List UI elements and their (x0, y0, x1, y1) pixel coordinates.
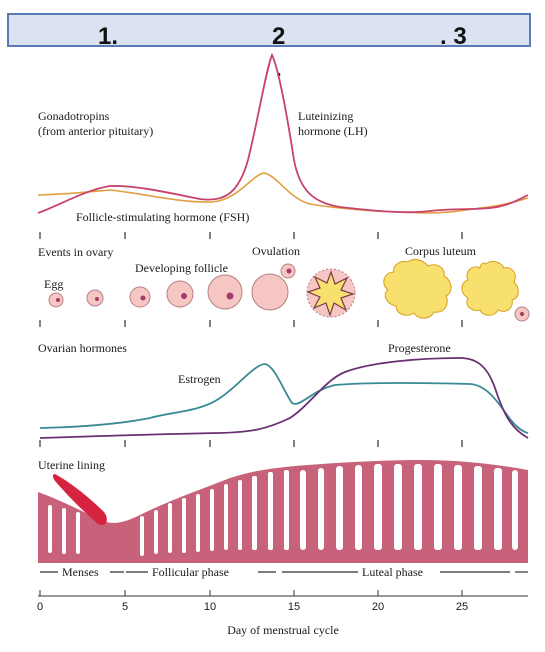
follicle-6-ovulating (251, 263, 296, 311)
lh-curve (37, 52, 529, 214)
phase-luteal: Luteal phase (362, 565, 423, 579)
axis-title: Day of menstrual cycle (227, 623, 339, 637)
day-axis-ticks (39, 590, 463, 596)
gonadotropins-title: Gonadotropins (38, 109, 110, 123)
estrogen-curve (39, 363, 529, 434)
phase-luteal-bg (358, 566, 440, 578)
phase-follicular: Follicular phase (152, 565, 229, 579)
phase-follicular-bg (148, 566, 258, 578)
marker-1: 1. (98, 23, 118, 50)
gonadotropins-subtitle: (from anterior pituitary) (38, 124, 153, 138)
panel3-ticks (39, 440, 463, 447)
marker-2: 2 (272, 23, 285, 50)
progesterone-label: Progesterone (388, 341, 451, 355)
corpus-luteum-label: Corpus luteum (405, 244, 477, 258)
tick-label-10: 10 (204, 601, 216, 613)
ovarian-hormones-title: Ovarian hormones (38, 341, 127, 355)
egg-label: Egg (44, 277, 63, 291)
regressing-follicle-nucleus (520, 312, 524, 316)
ovulation-label: Ovulation (252, 244, 300, 258)
tick-label-25: 25 (456, 601, 468, 613)
follicle-5 (207, 274, 243, 310)
developing-follicle-label: Developing follicle (135, 261, 228, 275)
uterine-lining-title: Uterine lining (38, 458, 105, 472)
header-band (7, 13, 531, 47)
phase-menses-bg (58, 566, 110, 578)
follicle-2 (86, 289, 104, 307)
fsh-label: Follicle-stimulating hormone (FSH) (76, 210, 249, 224)
tick-label-20: 20 (372, 601, 384, 613)
tick-label-5: 5 (122, 601, 128, 613)
follicle-4 (166, 280, 194, 308)
tick-label-15: 15 (288, 601, 300, 613)
estrogen-label: Estrogen (178, 372, 221, 386)
ovary-title: Events in ovary (38, 245, 113, 259)
marker-3: . 3 (440, 23, 467, 50)
panel2-ticks (39, 320, 463, 327)
panel1-ticks (39, 232, 463, 239)
menstrual-shedding (52, 474, 107, 526)
uterine-lining (38, 460, 528, 563)
marker-2-dot: . (276, 59, 282, 81)
lh-label-line2: hormone (LH) (298, 124, 368, 138)
corpus-luteum-1 (383, 259, 452, 319)
corpus-luteum-2 (461, 261, 519, 316)
tick-label-0: 0 (37, 601, 43, 613)
follicle-1 (48, 292, 64, 308)
uterine-glands (48, 464, 518, 556)
follicle-3 (129, 286, 151, 308)
fsh-curve (37, 172, 529, 214)
progesterone-curve (39, 357, 529, 439)
lh-label: Luteinizing (298, 109, 353, 123)
phase-menses: Menses (62, 565, 99, 579)
ruptured-follicle (306, 268, 356, 318)
